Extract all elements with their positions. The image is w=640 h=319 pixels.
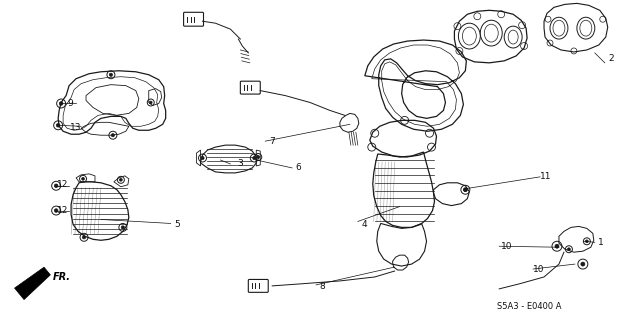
FancyBboxPatch shape (184, 12, 204, 26)
Text: 10: 10 (533, 264, 545, 273)
Circle shape (60, 102, 63, 105)
Text: 7: 7 (269, 137, 275, 146)
Circle shape (555, 244, 559, 248)
Circle shape (83, 236, 86, 239)
Circle shape (149, 101, 152, 104)
Text: 5: 5 (175, 220, 180, 229)
FancyBboxPatch shape (248, 279, 268, 292)
Ellipse shape (458, 23, 480, 49)
Text: 9: 9 (67, 99, 73, 108)
Text: 2: 2 (608, 54, 614, 63)
Circle shape (586, 240, 588, 243)
Ellipse shape (577, 17, 595, 39)
Text: 12: 12 (58, 180, 69, 189)
Circle shape (109, 73, 113, 76)
Circle shape (581, 262, 585, 266)
Circle shape (257, 156, 260, 159)
Ellipse shape (550, 17, 568, 39)
Text: 3: 3 (237, 160, 243, 168)
Circle shape (56, 123, 60, 127)
Text: 11: 11 (540, 172, 552, 181)
Circle shape (253, 156, 256, 160)
Circle shape (568, 248, 570, 251)
Text: 4: 4 (362, 220, 367, 229)
Circle shape (463, 188, 467, 192)
Ellipse shape (504, 26, 522, 48)
Circle shape (111, 134, 115, 137)
Circle shape (54, 184, 58, 188)
Ellipse shape (480, 20, 502, 46)
Circle shape (201, 156, 204, 160)
Text: 13: 13 (70, 123, 82, 132)
Text: 6: 6 (295, 163, 301, 173)
Text: 8: 8 (319, 282, 325, 291)
Text: 1: 1 (598, 238, 604, 247)
Circle shape (82, 177, 84, 180)
Circle shape (121, 226, 124, 229)
Text: FR.: FR. (53, 272, 71, 282)
Circle shape (463, 188, 467, 191)
FancyBboxPatch shape (241, 81, 260, 94)
Text: 10: 10 (501, 242, 513, 251)
Circle shape (54, 209, 58, 212)
Text: 12: 12 (58, 206, 69, 215)
Polygon shape (15, 267, 51, 300)
Text: S5A3 - E0400 A: S5A3 - E0400 A (497, 302, 561, 311)
Circle shape (120, 178, 122, 181)
